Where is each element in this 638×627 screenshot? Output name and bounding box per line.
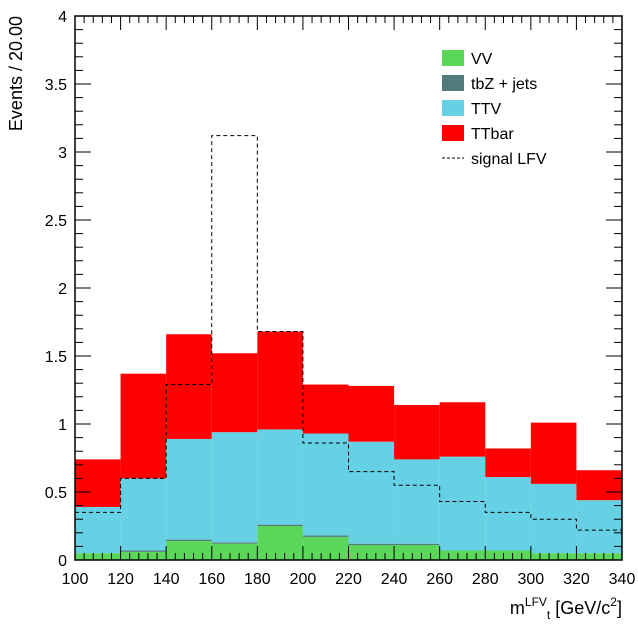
bar-segment <box>530 553 577 560</box>
x-tick-label: 280 <box>472 571 499 588</box>
bar-segment <box>485 448 531 478</box>
bar-segment <box>530 422 577 484</box>
y-axis-label: Events / 20.00 <box>6 16 26 131</box>
bar-segment <box>120 551 167 560</box>
bar-segment <box>257 526 303 560</box>
x-axis-label-subscript: t <box>547 608 551 622</box>
y-tick-label: 0.5 <box>45 485 67 502</box>
x-tick-label: 320 <box>563 571 590 588</box>
x-axis-label-base: m <box>510 598 525 618</box>
y-tick-label: 3 <box>58 145 67 162</box>
bar-segment <box>576 500 622 554</box>
x-axis-label-unit: [GeV/c <box>550 598 610 618</box>
bar-segment <box>394 459 440 544</box>
legend-label: VV <box>471 51 493 68</box>
bar-segment <box>302 384 349 434</box>
legend-label: tbZ + jets <box>471 76 537 93</box>
bar-segment <box>211 353 258 433</box>
bar-segment <box>485 477 531 551</box>
x-tick-label: 160 <box>198 571 225 588</box>
bar-segment <box>257 524 303 526</box>
x-axis-label-unit-superscript: 2 <box>610 595 617 609</box>
bar-segment <box>348 441 395 544</box>
bar-segment <box>576 470 622 501</box>
x-tick-label: 120 <box>107 571 134 588</box>
x-tick-label: 180 <box>244 571 271 588</box>
bar-segment <box>394 545 440 560</box>
y-tick-label: 2 <box>58 281 67 298</box>
legend-label: TTV <box>471 101 502 118</box>
bar-segment <box>166 540 212 560</box>
bar-segment <box>211 542 258 544</box>
bar-segment <box>211 543 258 560</box>
x-axis-label-superscript: LFV <box>525 595 547 609</box>
bar-segment <box>348 543 395 546</box>
bar-segment <box>120 373 167 479</box>
bar-segment <box>211 432 258 543</box>
signal-layer <box>75 135 622 531</box>
x-tick-label: 300 <box>517 571 544 588</box>
x-tick-label: 140 <box>153 571 180 588</box>
axis-ticks: 100 120 140 160 180 200 220 240 260 280 300 320 3400… <box>45 9 636 588</box>
x-tick-label: 340 <box>609 571 636 588</box>
bar-segment <box>166 334 212 439</box>
legend-label: TTbar <box>471 126 514 143</box>
bar-segment <box>576 553 622 560</box>
bar-segment <box>257 429 303 525</box>
x-tick-label: 220 <box>335 571 362 588</box>
bar-segment <box>302 536 349 560</box>
legend-swatch <box>442 125 464 141</box>
x-tick-label: 240 <box>381 571 408 588</box>
y-tick-label: 1 <box>58 417 67 434</box>
bar-segment <box>302 433 349 536</box>
bar-segment <box>348 545 395 560</box>
x-tick-label: 200 <box>290 571 317 588</box>
bar-segment <box>530 483 577 554</box>
bar-segment <box>394 543 440 546</box>
bar-segment <box>302 535 349 537</box>
legend-swatch <box>442 75 464 91</box>
bar-segment <box>120 550 167 552</box>
y-tick-label: 1.5 <box>45 349 67 366</box>
legend-swatch <box>442 50 464 66</box>
x-tick-label: 100 <box>62 571 89 588</box>
x-axis-label-unit-end: ] <box>617 598 622 618</box>
legend-label-signal: signal LFV <box>471 151 547 168</box>
bar-segment <box>485 550 531 560</box>
bar-segment <box>394 404 440 460</box>
y-tick-label: 4 <box>58 9 67 26</box>
bar-segment <box>439 402 486 457</box>
y-tick-label: 2.5 <box>45 213 67 230</box>
bar-segment <box>166 438 212 540</box>
y-tick-label: 0 <box>58 553 67 570</box>
y-tick-label: 3.5 <box>45 77 67 94</box>
legend-swatch <box>442 100 464 116</box>
bars-layer <box>75 331 622 560</box>
bar-segment <box>75 459 121 507</box>
bar-segment <box>75 553 121 560</box>
bar-segment <box>439 456 486 551</box>
bar-segment <box>75 506 121 554</box>
bar-segment <box>439 550 486 560</box>
signal-lfv-line <box>75 135 622 531</box>
bar-segment <box>120 478 167 551</box>
bar-segment <box>257 331 303 430</box>
x-tick-label: 260 <box>426 571 453 588</box>
bar-segment <box>348 385 395 442</box>
bar-segment <box>166 539 212 541</box>
legend: VV tbZ + jets TTV TTbar signal LFV <box>442 50 547 168</box>
x-axis-label: mLFVt [GeV/c2] <box>510 595 622 622</box>
